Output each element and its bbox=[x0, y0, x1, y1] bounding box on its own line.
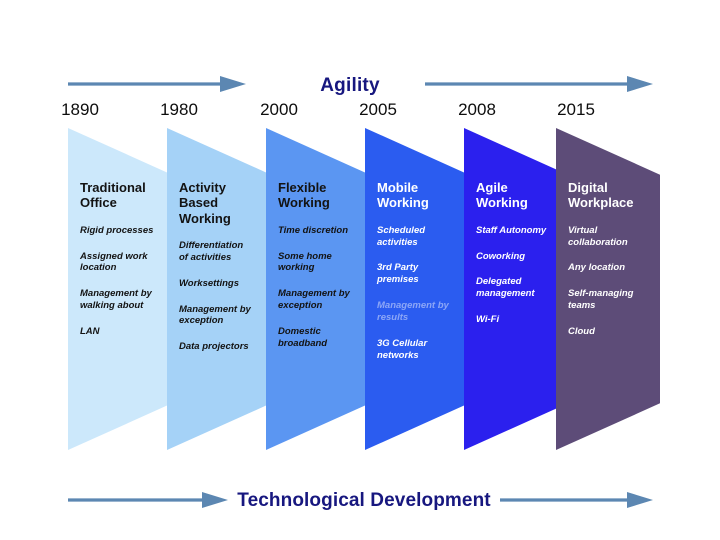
stage-item: LAN bbox=[80, 326, 100, 338]
year-label-2008: 2008 bbox=[458, 100, 496, 119]
stage-title: Flexible Working bbox=[278, 180, 330, 211]
agility-arrow-left bbox=[68, 76, 246, 92]
stage-item: Management by exception bbox=[278, 288, 350, 312]
stage-item: Any location bbox=[568, 262, 626, 274]
year-label-2015: 2015 bbox=[557, 100, 595, 119]
agility-label: Agility bbox=[320, 75, 380, 96]
stage-chevron-digital-workplace[interactable]: Digital Workplace Virtual collaboration … bbox=[556, 128, 660, 450]
technological-development-label: Technological Development bbox=[237, 490, 491, 511]
stage-chevron-agile-working[interactable]: Agile Working Staff Autonomy Coworking D… bbox=[464, 128, 568, 450]
stage-item: Management by walking about bbox=[80, 288, 152, 312]
stage-item: Self-managing teams bbox=[568, 288, 634, 312]
agility-arrow-right bbox=[425, 76, 653, 92]
stage-item: Differentiation of activities bbox=[179, 239, 244, 263]
stage-item: Assigned work location bbox=[80, 250, 148, 274]
stage-item: Cloud bbox=[568, 326, 595, 338]
stage-item: Delegated management bbox=[476, 276, 535, 300]
technological-development-arrow-left bbox=[68, 492, 228, 508]
stage-item: Time discretion bbox=[278, 224, 349, 236]
year-label-2005: 2005 bbox=[359, 100, 397, 119]
stage-item: Rigid processes bbox=[80, 224, 154, 236]
stage-item: Some home working bbox=[278, 250, 332, 274]
stage-title: Activity Based Working bbox=[179, 180, 231, 226]
stage-item: Data projectors bbox=[179, 341, 249, 353]
technological-development-arrow-right bbox=[500, 492, 653, 508]
stage-item: Management by exception bbox=[179, 303, 251, 327]
stage-chevron-activity-based-working[interactable]: Activity Based Working Differentiation o… bbox=[167, 128, 271, 450]
stage-title: Mobile Working bbox=[377, 180, 429, 211]
stage-title: Digital Workplace bbox=[568, 180, 634, 211]
stage-item: Worksettings bbox=[179, 277, 240, 289]
stage-item: 3rd Party premises bbox=[377, 262, 419, 286]
stage-chevron-traditional-office[interactable]: Traditional Office Rigid processes Assig… bbox=[68, 128, 172, 450]
stage-item: Staff Autonomy bbox=[476, 224, 547, 236]
stage-item: 3G Cellular networks bbox=[377, 337, 428, 361]
year-label-2000: 2000 bbox=[260, 100, 298, 119]
stage-item: Domestic broadband bbox=[278, 326, 328, 349]
stage-item: Wi-Fi bbox=[476, 314, 500, 326]
year-label-1890: 1890 bbox=[61, 100, 99, 119]
stage-chevron-flexible-working[interactable]: Flexible Working Time discretion Some ho… bbox=[266, 128, 370, 450]
stage-item: Virtual collaboration bbox=[568, 224, 628, 248]
stage-item: Management by results bbox=[377, 300, 449, 324]
stage-item: Coworking bbox=[476, 250, 526, 262]
stage-title: Traditional Office bbox=[80, 180, 146, 211]
stage-item: Scheduled activities bbox=[377, 224, 426, 248]
stage-title: Agile Working bbox=[476, 180, 528, 211]
year-label-1980: 1980 bbox=[160, 100, 198, 119]
stage-chevron-mobile-working[interactable]: Mobile Working Scheduled activities 3rd … bbox=[365, 128, 469, 450]
